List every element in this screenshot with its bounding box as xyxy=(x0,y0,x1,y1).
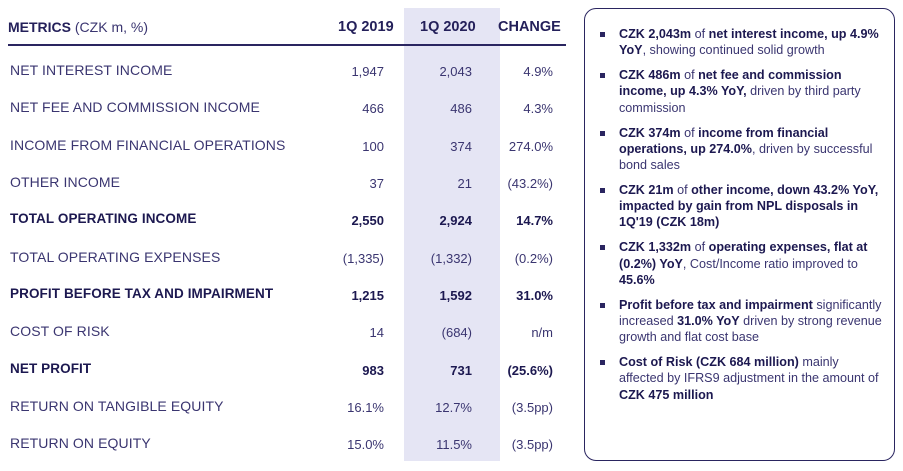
value-1q2020: 11.5% xyxy=(436,437,472,452)
bullet-profit-before-tax: Profit before tax and impairment signifi… xyxy=(595,297,886,346)
row-label: INCOME FROM FINANCIAL OPERATIONS xyxy=(10,137,286,153)
value-1q2020: 731 xyxy=(450,363,472,378)
commentary-panel: CZK 2,043m of net interest income, up 4.… xyxy=(584,8,895,461)
row-label: OTHER INCOME xyxy=(10,174,121,190)
value-change: 4.9% xyxy=(523,64,553,79)
value-1q2020: 1,592 xyxy=(439,288,472,303)
value-1q2019: 2,550 xyxy=(351,213,384,228)
table-row: RETURN ON TANGIBLE EQUITY 16.1% 12.7% (3… xyxy=(8,387,566,424)
table-header: METRICS (CZK m, %) 1Q 2019 1Q 2020 CHANG… xyxy=(8,8,566,46)
value-1q2019: 1,215 xyxy=(351,288,384,303)
row-label: NET PROFIT xyxy=(10,361,92,376)
bullet-operating-expenses: CZK 1,332m of operating expenses, flat a… xyxy=(595,239,886,288)
header-metrics: METRICS (CZK m, %) xyxy=(8,19,148,35)
commentary-list: CZK 2,043m of net interest income, up 4.… xyxy=(595,26,886,403)
row-label: COST OF RISK xyxy=(10,323,110,339)
header-unit: (CZK m, %) xyxy=(74,19,148,35)
value-1q2020: 21 xyxy=(457,176,472,191)
value-1q2020: 486 xyxy=(450,101,472,116)
value-change: 31.0% xyxy=(516,288,553,303)
table-row: RETURN ON EQUITY 15.0% 11.5% (3.5pp) xyxy=(8,424,566,461)
value-1q2019: 16.1% xyxy=(347,400,384,415)
table-row-total: NET PROFIT 983 731 (25.6%) xyxy=(8,350,566,387)
value-change: 14.7% xyxy=(516,213,553,228)
value-change: (3.5pp) xyxy=(511,400,553,415)
row-label: RETURN ON EQUITY xyxy=(10,435,151,451)
value-1q2019: (1,335) xyxy=(342,251,384,266)
bullet-net-fee-commission: CZK 486m of net fee and commission incom… xyxy=(595,67,886,116)
value-change: 274.0% xyxy=(508,139,553,154)
table-row: NET FEE AND COMMISSION INCOME 466 486 4.… xyxy=(8,88,566,125)
value-1q2019: 37 xyxy=(369,176,384,191)
table-row: NET INTEREST INCOME 1,947 2,043 4.9% xyxy=(8,51,566,88)
row-label: TOTAL OPERATING INCOME xyxy=(10,211,197,226)
value-change: n/m xyxy=(531,325,553,340)
value-1q2020: 374 xyxy=(450,139,472,154)
table-row: OTHER INCOME 37 21 (43.2%) xyxy=(8,163,566,200)
value-1q2020: 2,924 xyxy=(439,213,472,228)
value-1q2019: 466 xyxy=(362,101,384,116)
highlighted-column-1q2020 xyxy=(404,8,500,461)
row-label: PROFIT BEFORE TAX AND IMPAIRMENT xyxy=(10,286,274,301)
table-row-total: TOTAL OPERATING INCOME 2,550 2,924 14.7% xyxy=(8,200,566,237)
header-change: CHANGE xyxy=(498,19,561,35)
table-row: COST OF RISK 14 (684) n/m xyxy=(8,312,566,349)
value-change: (43.2%) xyxy=(507,176,553,191)
value-change: (25.6%) xyxy=(507,363,553,378)
bullet-cost-of-risk: Cost of Risk (CZK 684 million) mainly af… xyxy=(595,354,886,403)
value-change: (0.2%) xyxy=(514,251,553,266)
value-1q2019: 15.0% xyxy=(347,437,384,452)
value-1q2019: 1,947 xyxy=(351,64,384,79)
row-label: TOTAL OPERATING EXPENSES xyxy=(10,249,221,265)
row-label: NET FEE AND COMMISSION INCOME xyxy=(10,99,260,115)
value-1q2019: 983 xyxy=(362,363,384,378)
row-label: RETURN ON TANGIBLE EQUITY xyxy=(10,398,224,414)
value-1q2019: 100 xyxy=(362,139,384,154)
value-change: 4.3% xyxy=(523,101,553,116)
header-1q2020: 1Q 2020 xyxy=(420,19,476,35)
value-1q2019: 14 xyxy=(369,325,384,340)
bullet-other-income: CZK 21m of other income, down 43.2% YoY,… xyxy=(595,182,886,231)
bullet-financial-operations: CZK 374m of income from financial operat… xyxy=(595,125,886,174)
table-row-total: PROFIT BEFORE TAX AND IMPAIRMENT 1,215 1… xyxy=(8,275,566,312)
row-label: NET INTEREST INCOME xyxy=(10,62,173,78)
value-1q2020: 12.7% xyxy=(435,400,472,415)
value-change: (3.5pp) xyxy=(511,437,553,452)
value-1q2020: (1,332) xyxy=(430,251,472,266)
metrics-table: METRICS (CZK m, %) 1Q 2019 1Q 2020 CHANG… xyxy=(8,8,566,461)
header-1q2019: 1Q 2019 xyxy=(338,19,394,35)
value-1q2020: 2,043 xyxy=(439,64,472,79)
table-row: TOTAL OPERATING EXPENSES (1,335) (1,332)… xyxy=(8,238,566,275)
table-row: INCOME FROM FINANCIAL OPERATIONS 100 374… xyxy=(8,126,566,163)
value-1q2020: (684) xyxy=(441,325,472,340)
bullet-net-interest-income: CZK 2,043m of net interest income, up 4.… xyxy=(595,26,886,58)
